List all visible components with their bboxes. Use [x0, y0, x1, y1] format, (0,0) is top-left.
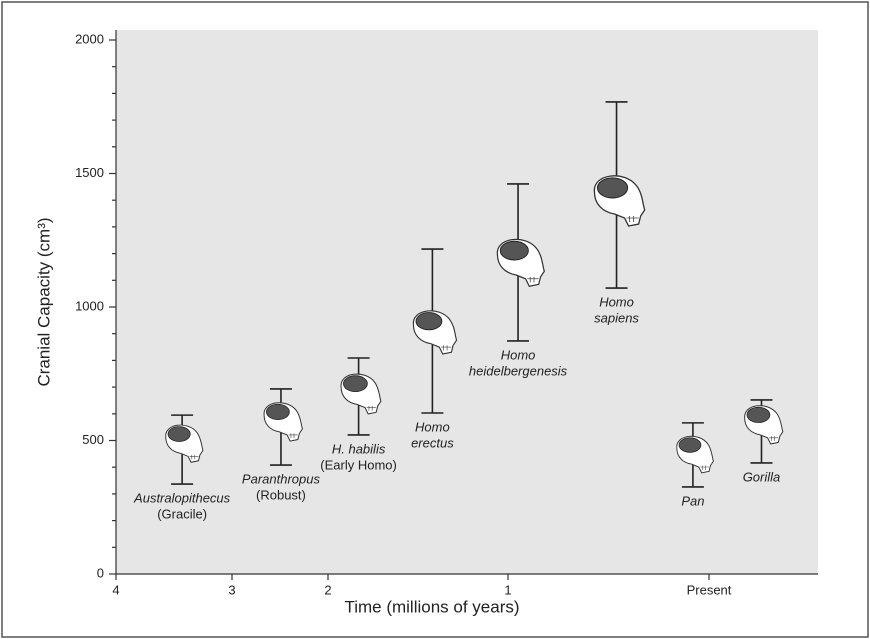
- y-tick-label: 1500: [75, 165, 104, 180]
- skull-brain: [343, 376, 367, 392]
- chart: Time (millions of years) Cranial Capacit…: [0, 0, 870, 639]
- species-label: Pan: [681, 493, 704, 508]
- species-label: Homo: [501, 347, 536, 362]
- species-label: sapiens: [594, 310, 639, 325]
- x-tick-label: 1: [504, 582, 511, 597]
- species-label: Paranthropus: [242, 472, 321, 487]
- skull-brain: [168, 427, 190, 442]
- skull-brain: [416, 313, 442, 330]
- skull-brain: [500, 241, 528, 260]
- species-label: heidelbergenesis: [469, 363, 568, 378]
- species-label: erectus: [411, 435, 454, 450]
- y-tick-label: 500: [82, 432, 104, 447]
- x-tick-label: Present: [687, 582, 732, 597]
- species-label: Homo: [415, 419, 450, 434]
- skull-brain: [747, 407, 770, 422]
- skull-brain: [597, 178, 627, 198]
- species-label: (Early Homo): [320, 457, 397, 472]
- x-tick-label: 2: [324, 582, 331, 597]
- x-axis-label: Time (millions of years): [344, 597, 519, 616]
- y-tick-label: 2000: [75, 31, 104, 46]
- skull-brain: [679, 438, 701, 453]
- species-label: H. habilis: [332, 441, 386, 456]
- species-label: (Gracile): [157, 506, 207, 521]
- y-tick-label: 1000: [75, 298, 104, 313]
- species-label: Homo: [599, 294, 634, 309]
- skull-brain: [266, 404, 289, 419]
- y-tick-label: 0: [97, 565, 104, 580]
- x-tick-label: 3: [228, 582, 235, 597]
- species-label: Gorilla: [743, 469, 781, 484]
- species-label: (Robust): [256, 488, 306, 503]
- species-label: Australopithecus: [133, 490, 231, 505]
- x-tick-label: 4: [112, 582, 119, 597]
- y-axis-label: Cranial Capacity (cm³): [34, 217, 53, 386]
